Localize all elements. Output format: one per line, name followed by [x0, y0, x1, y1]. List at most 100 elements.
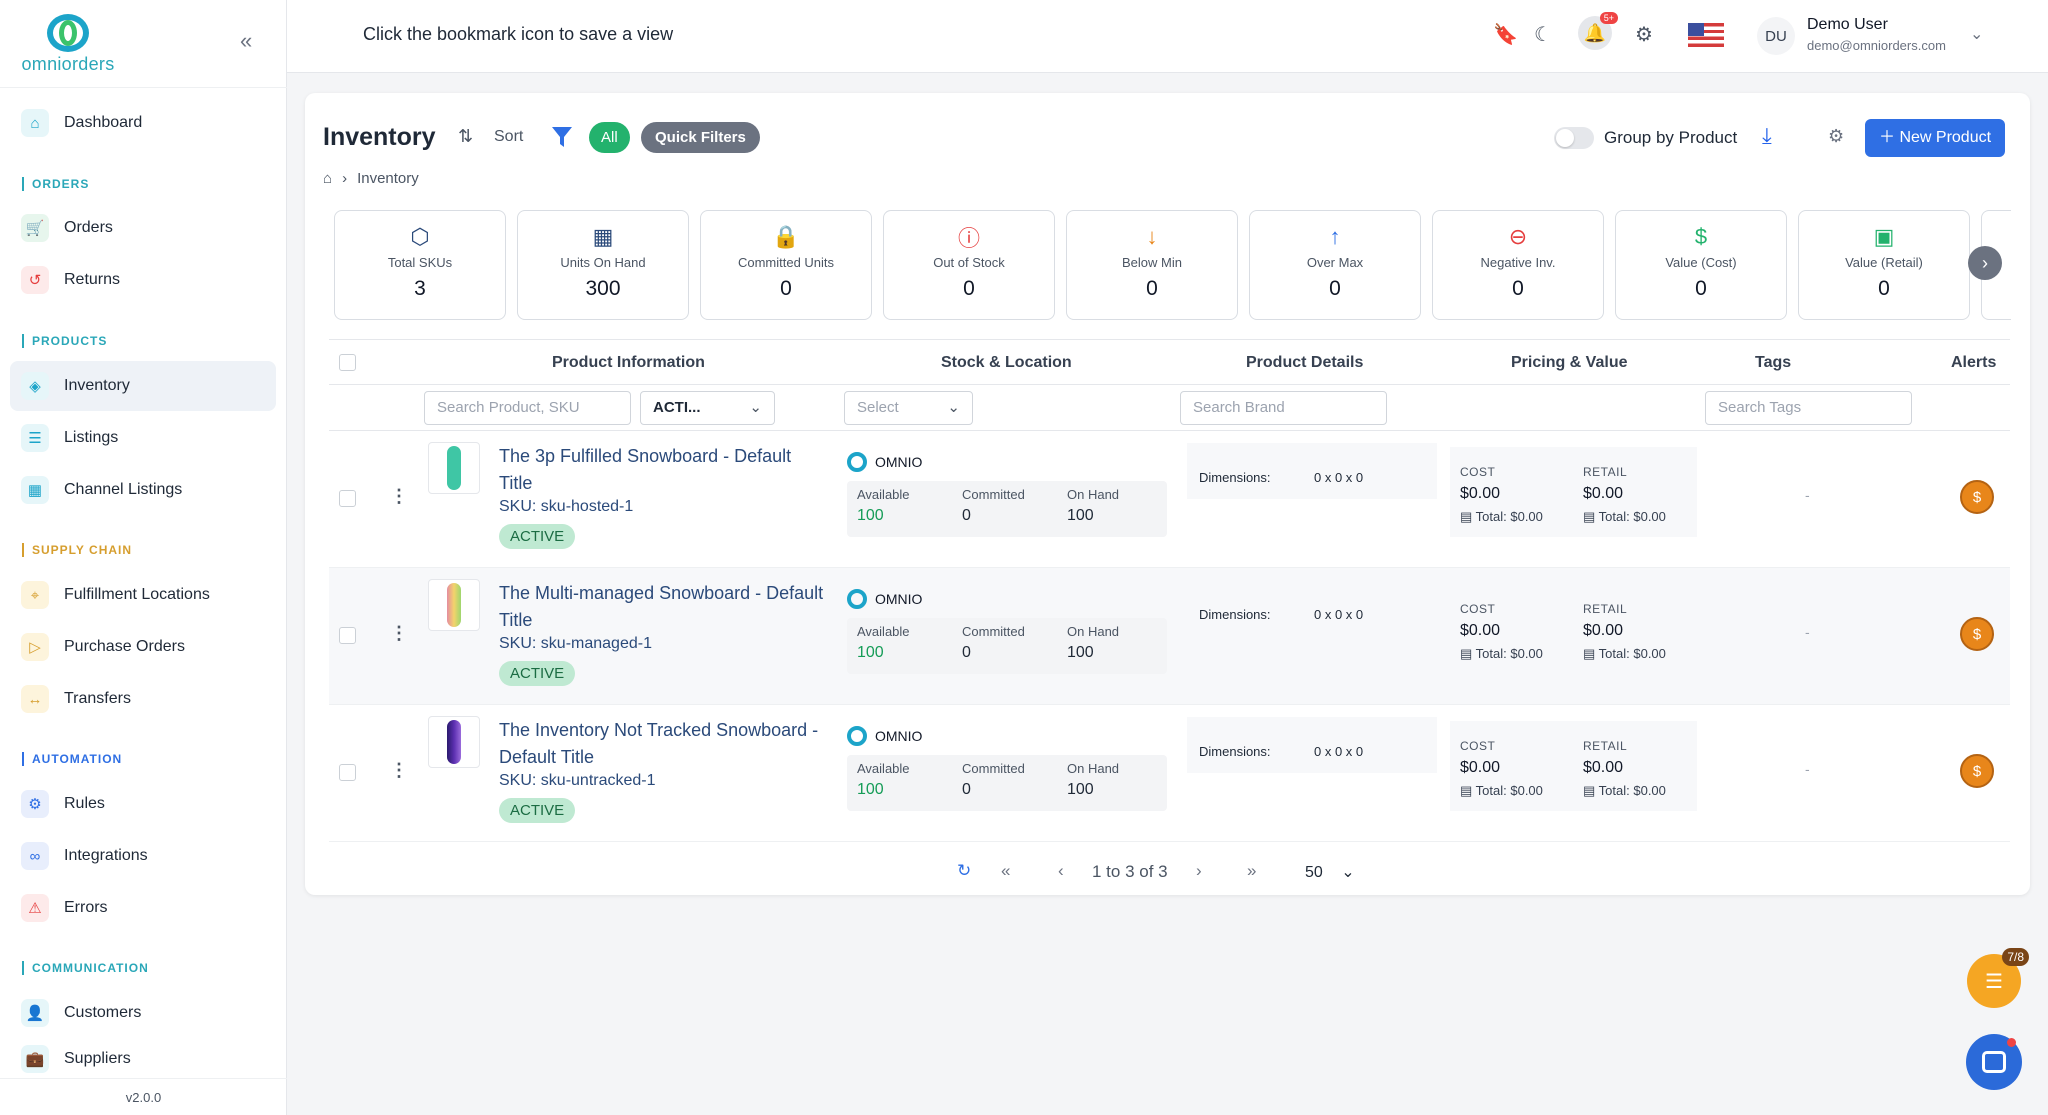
row-menu-icon[interactable]: ⋮ [390, 760, 408, 780]
table-settings-icon[interactable]: ⚙ [1828, 126, 1845, 146]
product-name-link[interactable]: The 3p Fulfilled Snowboard - Default Tit… [499, 446, 792, 493]
bookmark-hint: Click the bookmark icon to save a view [363, 24, 674, 44]
sidebar-item-orders[interactable]: 🛒 Orders [10, 203, 276, 253]
group-by-product-toggle[interactable] [1554, 127, 1594, 149]
person-icon: 👤 [21, 999, 49, 1027]
cart-icon: 🛒 [21, 214, 49, 242]
kpi-next-button[interactable]: › [1968, 246, 2002, 280]
filter-all-pill[interactable]: All [589, 122, 630, 153]
kpi-negative-inv[interactable]: ⊖ Negative Inv. 0 [1432, 210, 1604, 320]
product-thumbnail[interactable] [428, 716, 480, 768]
kpi-units-on-hand[interactable]: ▦ Units On Hand 300 [517, 210, 689, 320]
sidebar-item-transfers[interactable]: ↔ Transfers [10, 674, 276, 724]
avatar[interactable]: DU [1757, 17, 1795, 55]
collapse-sidebar-icon[interactable]: « [240, 28, 253, 53]
sidebar-item-integrations[interactable]: ∞ Integrations [10, 831, 276, 881]
kpi-below-min[interactable]: ↓ Below Min 0 [1066, 210, 1238, 320]
product-thumbnail[interactable] [428, 442, 480, 494]
committed-qty: 0 [962, 781, 971, 798]
next-page-icon[interactable]: › [1196, 861, 1202, 880]
sidebar-item-purchase-orders[interactable]: ▷ Purchase Orders [10, 622, 276, 672]
channel-badge: OMNIO [847, 452, 922, 472]
brand-logo[interactable]: omniorders [18, 14, 118, 75]
product-name-link[interactable]: The Multi-managed Snowboard - Default Ti… [499, 583, 824, 630]
row-checkbox[interactable] [339, 764, 356, 781]
sidebar-item-listings[interactable]: ☰ Listings [10, 413, 276, 463]
sidebar-item-returns[interactable]: ↺ Returns [10, 255, 276, 305]
kpi-committed-units[interactable]: 🔒 Committed Units 0 [700, 210, 872, 320]
sidebar-item-fulfillment-locations[interactable]: ⌖ Fulfillment Locations [10, 570, 276, 620]
col-alerts[interactable]: Alerts [1951, 354, 1997, 371]
sidebar-item-customers[interactable]: 👤 Customers [10, 988, 276, 1038]
new-product-button[interactable]: ＋ New Product [1865, 119, 2006, 157]
sidebar-item-errors[interactable]: ⚠ Errors [10, 883, 276, 933]
cost-total: ▤ Total: $0.00 [1460, 783, 1543, 798]
us-flag-icon[interactable] [1688, 23, 1724, 47]
sort-icon[interactable]: ⇅ [458, 126, 474, 146]
pricing-alert-icon[interactable]: $ [1960, 754, 1994, 788]
sort-button[interactable]: Sort [494, 128, 524, 145]
user-name[interactable]: Demo User [1807, 16, 1888, 33]
sidebar-item-channel-listings[interactable]: ▦ Channel Listings [10, 465, 276, 515]
cost-value: $0.00 [1460, 622, 1501, 639]
sidebar-item-rules[interactable]: ⚙ Rules [10, 779, 276, 829]
dark-mode-icon[interactable]: ☾ [1534, 24, 1552, 46]
select-all-checkbox[interactable] [339, 354, 356, 371]
refresh-icon[interactable]: ↻ [957, 861, 972, 880]
download-icon[interactable]: ⤓ [1762, 123, 1772, 148]
chevron-down-icon[interactable]: ⌄ [1970, 26, 1984, 43]
kpi-value-retail[interactable]: ▣ Value (Retail) 0 [1798, 210, 1970, 320]
product-thumbnail[interactable] [428, 579, 480, 631]
col-product-details[interactable]: Product Details [1246, 354, 1364, 371]
cube-icon: ⬡ [410, 224, 430, 249]
sidebar-item-inventory[interactable]: ◈ Inventory [10, 361, 276, 411]
location-select[interactable]: Select ⌄ [844, 391, 973, 425]
search-brand-input[interactable]: Search Brand [1180, 391, 1387, 425]
col-product-information[interactable]: Product Information [552, 354, 705, 371]
prev-page-icon[interactable]: ‹ [1058, 861, 1064, 880]
table-row[interactable]: ⋮ The 3p Fulfilled Snowboard - Default T… [329, 431, 2010, 568]
table-row[interactable]: ⋮ The Multi-managed Snowboard - Default … [329, 568, 2010, 705]
checklist-button[interactable]: ☰ 7/8 [1967, 948, 2029, 1008]
kpi-value-cost[interactable]: $ Value (Cost) 0 [1615, 210, 1787, 320]
logo-mark-icon [47, 14, 89, 52]
row-checkbox[interactable] [339, 627, 356, 644]
retail-total: ▤ Total: $0.00 [1583, 783, 1666, 798]
table-row[interactable]: ⋮ The Inventory Not Tracked Snowboard - … [329, 705, 2010, 842]
sidebar-item-suppliers[interactable]: 💼 Suppliers [10, 1040, 276, 1078]
col-tags[interactable]: Tags [1755, 354, 1792, 371]
col-pricing-value[interactable]: Pricing & Value [1511, 354, 1628, 371]
minus-circle-icon: ⊖ [1508, 224, 1528, 249]
user-email: demo@omniorders.com [1807, 38, 1946, 53]
status-select[interactable]: ACTI... ⌄ [640, 391, 775, 425]
retail-total: ▤ Total: $0.00 [1583, 509, 1666, 524]
quick-filters-button[interactable]: Quick Filters [641, 122, 760, 153]
pricing-alert-icon[interactable]: $ [1960, 480, 1994, 514]
row-menu-icon[interactable]: ⋮ [390, 486, 408, 506]
kpi-total-skus[interactable]: ⬡ Total SKUs 3 [334, 210, 506, 320]
product-name-link[interactable]: The Inventory Not Tracked Snowboard - De… [499, 720, 819, 767]
pricing-alert-icon[interactable]: $ [1960, 617, 1994, 651]
col-stock-location[interactable]: Stock & Location [941, 354, 1072, 371]
last-page-icon[interactable]: » [1247, 861, 1257, 880]
kpi-over-max[interactable]: ↑ Over Max 0 [1249, 210, 1421, 320]
bookmark-icon[interactable]: 🔖 [1493, 24, 1518, 46]
sidebar-item-dashboard[interactable]: ⌂ Dashboard [10, 98, 276, 148]
checklist-badge: 7/8 [2002, 948, 2029, 966]
page-range: 1 to 3 of 3 [1092, 862, 1168, 881]
pricing: COST RETAIL $0.00 $0.00 ▤ Total: $0.00 ▤… [1450, 721, 1697, 811]
row-menu-icon[interactable]: ⋮ [390, 623, 408, 643]
snowboard-icon [447, 720, 461, 764]
page-size-select[interactable]: 50 ⌄ [1305, 864, 1355, 881]
settings-icon[interactable]: ⚙ [1635, 24, 1653, 46]
search-product-input[interactable]: Search Product, SKU [424, 391, 631, 425]
notifications-button[interactable]: 🔔 5+ [1578, 12, 1618, 50]
home-icon[interactable]: ⌂ [323, 170, 333, 187]
alert-circle-icon: ⓘ [957, 226, 980, 251]
first-page-icon[interactable]: « [1001, 861, 1011, 880]
chat-button[interactable] [1966, 1034, 2022, 1090]
kpi-out-of-stock[interactable]: ⓘ Out of Stock 0 [883, 210, 1055, 320]
filter-icon[interactable] [551, 125, 573, 149]
row-checkbox[interactable] [339, 490, 356, 507]
search-tags-input[interactable]: Search Tags [1705, 391, 1912, 425]
